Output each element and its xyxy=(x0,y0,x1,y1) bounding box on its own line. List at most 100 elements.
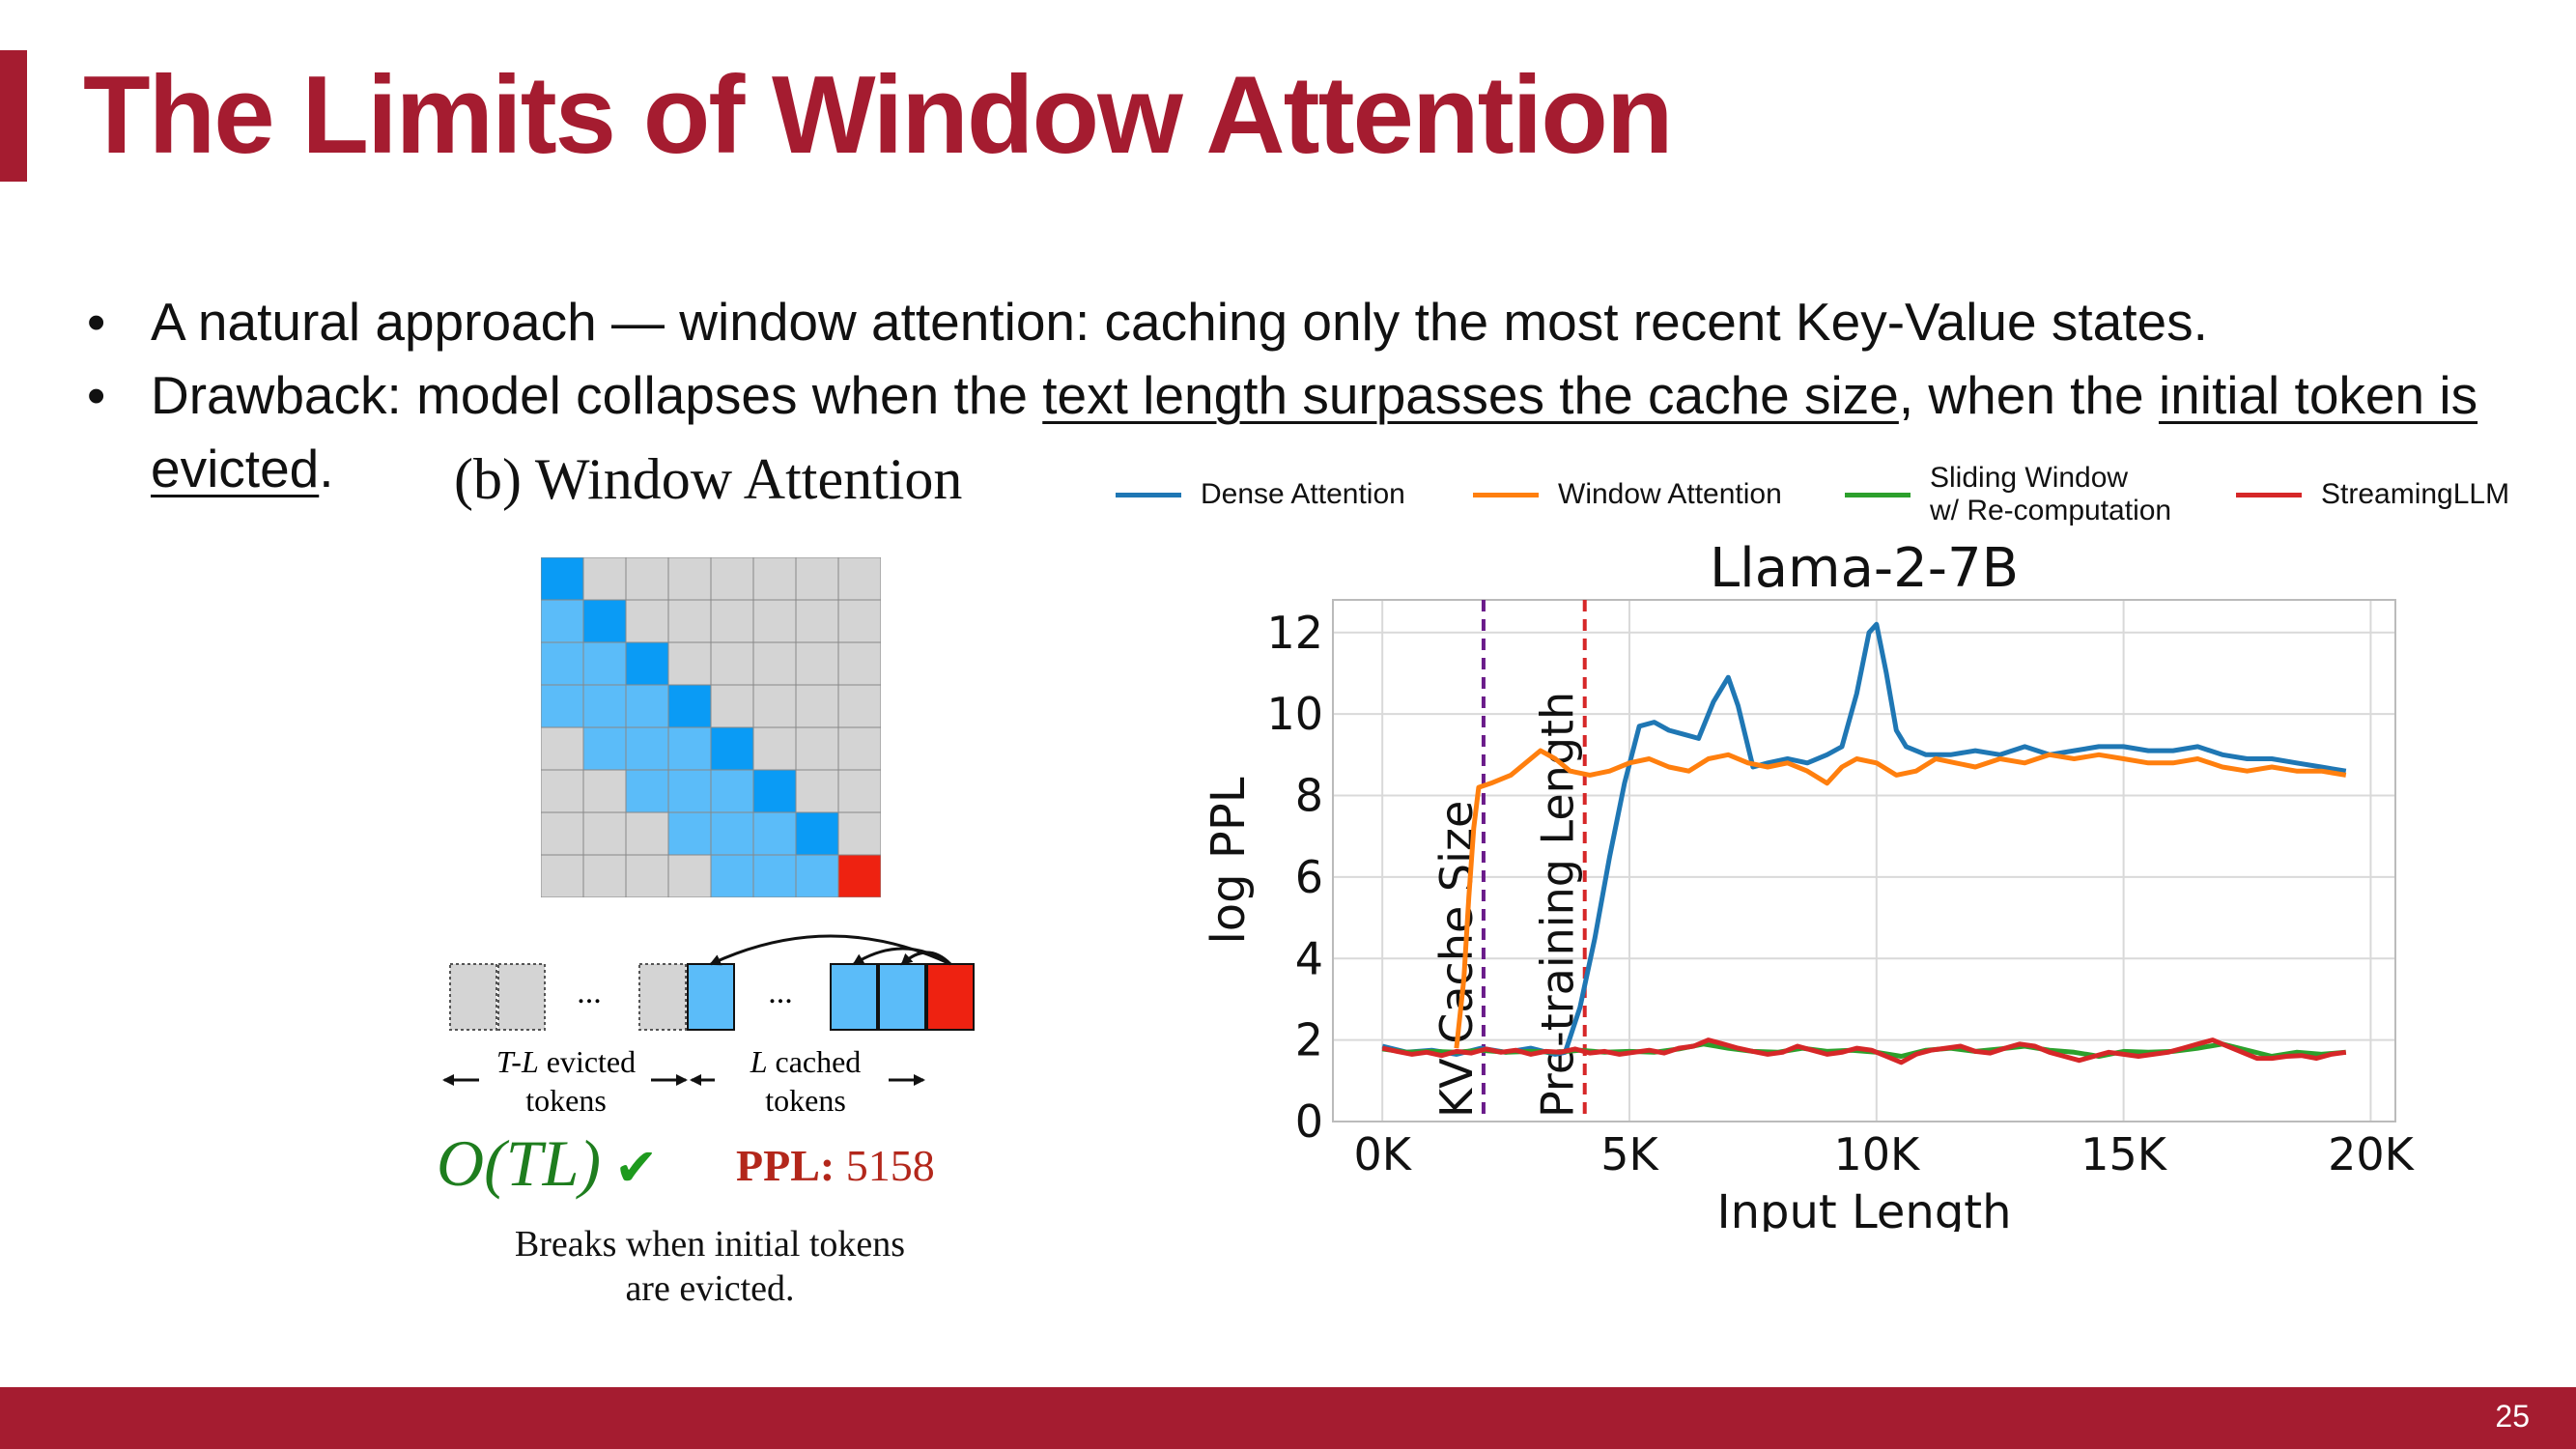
page-number: 25 xyxy=(2495,1399,2530,1434)
matrix-cell xyxy=(541,557,584,601)
evicted-token-boxes xyxy=(449,963,546,1031)
matrix-cell xyxy=(837,599,881,643)
bullet-2-post: . xyxy=(319,439,334,498)
legend-item-window: Window Attention xyxy=(1473,456,1782,533)
legend-label-sliding: Sliding Window w/ Re-computation xyxy=(1930,462,2172,526)
matrix-cell xyxy=(667,769,712,813)
matrix-cell xyxy=(837,726,881,771)
matrix-cell xyxy=(625,854,669,897)
line-chart: 0K 5K 10K 15K 20K 0 2 4 6 8 10 12 Llama-2-7B Input Le… xyxy=(1202,537,2416,1232)
matrix-cell xyxy=(837,684,881,728)
vline-label: KV Cache Size xyxy=(1430,801,1483,1118)
matrix-cell xyxy=(582,599,627,643)
matrix-cell xyxy=(582,726,627,771)
matrix-cell xyxy=(710,726,754,771)
matrix-cell xyxy=(625,684,669,728)
matrix-cell xyxy=(752,557,797,601)
x-tick-label: 0K xyxy=(1353,1128,1412,1180)
y-tick-label: 12 xyxy=(1266,607,1323,659)
chart-grid xyxy=(1333,600,2395,1122)
legend-item-dense: Dense Attention xyxy=(1116,456,1405,533)
legend-label-dense: Dense Attention xyxy=(1201,478,1405,510)
matrix-cell xyxy=(795,557,839,601)
matrix-cell xyxy=(582,641,627,686)
legend-item-streaming: StreamingLLM xyxy=(2236,456,2509,533)
bullet-2: • Drawback: model collapses when the tex… xyxy=(87,358,2540,505)
series-line xyxy=(1381,1037,2347,1065)
matrix-cell xyxy=(795,854,839,897)
bullet-2-mid: , when the xyxy=(1898,365,2159,425)
x-axis-label: Input Length xyxy=(1716,1185,2011,1232)
evicted-label: T-L evicted xyxy=(496,1044,636,1079)
matrix-cell xyxy=(625,599,669,643)
legend-swatch-streaming xyxy=(2236,492,2302,497)
cached-tokens-word: tokens xyxy=(765,1083,846,1118)
ppl-number: 5158 xyxy=(845,1141,935,1190)
matrix-cell xyxy=(752,726,797,771)
matrix-cell xyxy=(541,726,584,771)
slide-title: The Limits of Window Attention xyxy=(83,54,1673,177)
matrix-cell xyxy=(795,769,839,813)
bullet-2-underline-2: initial token is evicted xyxy=(151,365,2478,498)
y-tick-label: 6 xyxy=(1295,851,1323,903)
matrix-cell xyxy=(667,811,712,856)
matrix-cell xyxy=(837,641,881,686)
y-axis-label: log PPL xyxy=(1202,777,1256,944)
matrix-cell xyxy=(837,854,881,897)
bullet-dot-icon: • xyxy=(87,292,106,352)
y-tick-label: 0 xyxy=(1295,1095,1323,1148)
matrix-cell xyxy=(582,811,627,856)
matrix-cell xyxy=(625,726,669,771)
matrix-cell xyxy=(667,684,712,728)
cached-token-box-first xyxy=(687,963,735,1031)
matrix-cell xyxy=(541,854,584,897)
x-tick-label: 10K xyxy=(1833,1128,1921,1180)
bullet-list: • A natural approach — window attention:… xyxy=(87,285,2540,505)
matrix-cell xyxy=(752,811,797,856)
matrix-cell xyxy=(582,684,627,728)
caption-line-2: are evicted. xyxy=(625,1268,795,1309)
matrix-cell xyxy=(795,811,839,856)
matrix-cell xyxy=(667,854,712,897)
attention-matrix xyxy=(541,557,881,897)
bullet-1: • A natural approach — window attention:… xyxy=(87,285,2540,358)
cached-token-boxes xyxy=(830,963,975,1031)
plot-frame xyxy=(1332,599,2396,1122)
x-tick-label: 15K xyxy=(2081,1128,2168,1180)
bullet-1-text: A natural approach — window attention: c… xyxy=(151,292,2208,352)
matrix-cell xyxy=(795,684,839,728)
legend-swatch-sliding xyxy=(1845,492,1911,497)
cached-label: L cached xyxy=(750,1044,862,1079)
matrix-cell xyxy=(582,557,627,601)
matrix-cell xyxy=(837,769,881,813)
check-icon: ✔ xyxy=(614,1137,659,1198)
matrix-cell xyxy=(541,811,584,856)
matrix-cell xyxy=(710,684,754,728)
legend-swatch-window xyxy=(1473,492,1539,497)
complexity-text: O(TL) xyxy=(437,1126,602,1200)
matrix-cell xyxy=(710,769,754,813)
series-line xyxy=(1381,621,2347,1057)
matrix-cell xyxy=(837,557,881,601)
bullet-2-underline-1: text length surpasses the cache size xyxy=(1042,365,1899,425)
matrix-cell xyxy=(582,769,627,813)
attention-arrows xyxy=(709,934,952,966)
matrix-cell xyxy=(752,599,797,643)
matrix-cell xyxy=(795,641,839,686)
x-tick-label: 5K xyxy=(1600,1128,1659,1180)
matrix-cell xyxy=(541,684,584,728)
ellipsis-1: ... xyxy=(577,975,602,1010)
y-tick-label: 4 xyxy=(1295,932,1323,984)
matrix-cell xyxy=(710,641,754,686)
matrix-cell xyxy=(667,726,712,771)
matrix-cell xyxy=(710,599,754,643)
matrix-cell xyxy=(541,769,584,813)
y-tick-label: 2 xyxy=(1295,1014,1323,1066)
matrix-cell xyxy=(752,854,797,897)
matrix-cell xyxy=(752,684,797,728)
matrix-cell xyxy=(625,641,669,686)
y-tick-label: 10 xyxy=(1266,688,1323,740)
matrix-cell xyxy=(667,599,712,643)
ppl-value: PPL: 5158 xyxy=(736,1140,935,1191)
y-tick-label: 8 xyxy=(1295,770,1323,822)
